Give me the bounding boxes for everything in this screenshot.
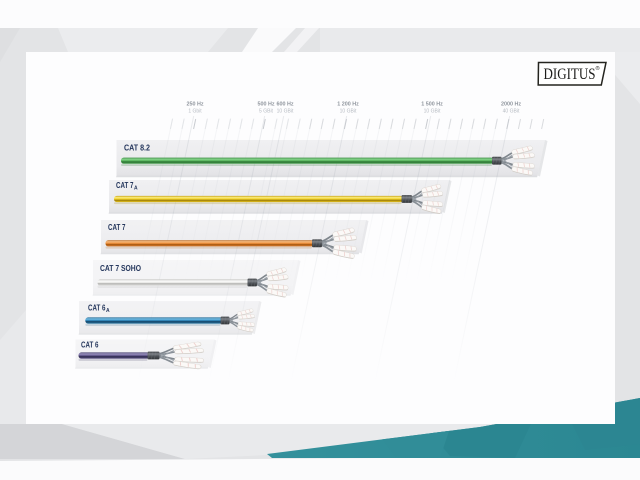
svg-text:DIGITUS: DIGITUS	[544, 66, 596, 83]
svg-text:1 500 Hz: 1 500 Hz	[421, 102, 443, 108]
svg-text:40 GBit: 40 GBit	[503, 109, 520, 115]
svg-text:A: A	[134, 186, 138, 192]
svg-text:10 GBit: 10 GBit	[340, 109, 357, 115]
svg-text:5 GBit: 5 GBit	[259, 109, 274, 115]
svg-text:CAT 7: CAT 7	[108, 223, 126, 232]
svg-text:1 Gbit: 1 Gbit	[188, 109, 202, 115]
svg-text:10 GBit: 10 GBit	[424, 109, 441, 115]
svg-text:2000 Hz: 2000 Hz	[501, 102, 521, 108]
svg-text:CAT 7: CAT 7	[116, 181, 134, 190]
svg-text:250 Hz: 250 Hz	[186, 102, 203, 108]
svg-text:CAT 6: CAT 6	[88, 304, 106, 313]
svg-text:500 Hz: 500 Hz	[257, 102, 274, 108]
svg-text:CAT 8.2: CAT 8.2	[124, 144, 150, 153]
svg-text:A: A	[106, 308, 110, 314]
svg-text:CAT 6: CAT 6	[81, 341, 99, 350]
svg-text:®: ®	[596, 65, 601, 72]
svg-text:10 GBit: 10 GBit	[277, 109, 294, 115]
svg-text:600 Hz: 600 Hz	[276, 102, 293, 108]
svg-text:1 200 Hz: 1 200 Hz	[337, 102, 359, 108]
svg-text:CAT 7 SOHO: CAT 7 SOHO	[100, 264, 141, 273]
